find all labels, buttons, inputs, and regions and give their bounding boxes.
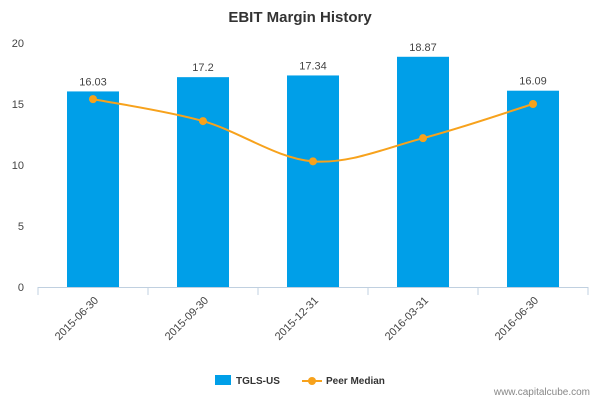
bar-data-label: 17.2 (192, 62, 213, 74)
y-tick-label: 5 (18, 221, 24, 233)
peer-median-point (309, 157, 317, 166)
legend-label-tgls-us[interactable]: TGLS-US (236, 376, 280, 387)
y-axis: 0 5 10 15 20 (12, 38, 24, 294)
x-tick-label: 2016-03-31 (383, 295, 431, 343)
x-tick-label: 2016-06-30 (493, 295, 541, 343)
bar-data-labels: 16.03 17.2 17.34 18.87 16.09 (79, 42, 547, 89)
bar-series-tgls-us (67, 56, 559, 288)
x-tick-label: 2015-06-30 (53, 295, 101, 343)
peer-median-point (419, 134, 427, 143)
peer-median-point (89, 95, 97, 104)
legend-label-peer-median[interactable]: Peer Median (326, 376, 385, 387)
bar-data-label: 17.34 (299, 60, 327, 72)
x-tick-label: 2015-12-31 (273, 295, 321, 343)
bar (177, 77, 229, 287)
legend: TGLS-US Peer Median (215, 375, 385, 387)
bar (397, 56, 449, 288)
bar-data-label: 16.03 (79, 76, 107, 88)
peer-median-point (529, 100, 537, 108)
y-tick-label: 20 (12, 38, 24, 50)
peer-median-point (199, 117, 207, 126)
y-tick-label: 10 (12, 160, 24, 172)
bar-data-label: 16.09 (519, 76, 547, 88)
legend-swatch-tgls-us (215, 375, 231, 385)
watermark: www.capitalcube.com (493, 387, 590, 398)
chart-title: EBIT Margin History (228, 9, 372, 26)
line-series-peer-median (89, 95, 537, 166)
x-tick-label: 2015-09-30 (163, 295, 211, 343)
bar (287, 75, 339, 288)
y-tick-label: 15 (12, 99, 24, 111)
legend-marker-peer-median (308, 377, 316, 385)
bar (507, 90, 559, 288)
bar-data-label: 18.87 (409, 42, 437, 54)
y-tick-label: 0 (18, 282, 24, 294)
x-axis: 2015-06-30 2015-09-30 2015-12-31 2016-03-31… (37, 287, 589, 343)
bar (67, 91, 119, 288)
